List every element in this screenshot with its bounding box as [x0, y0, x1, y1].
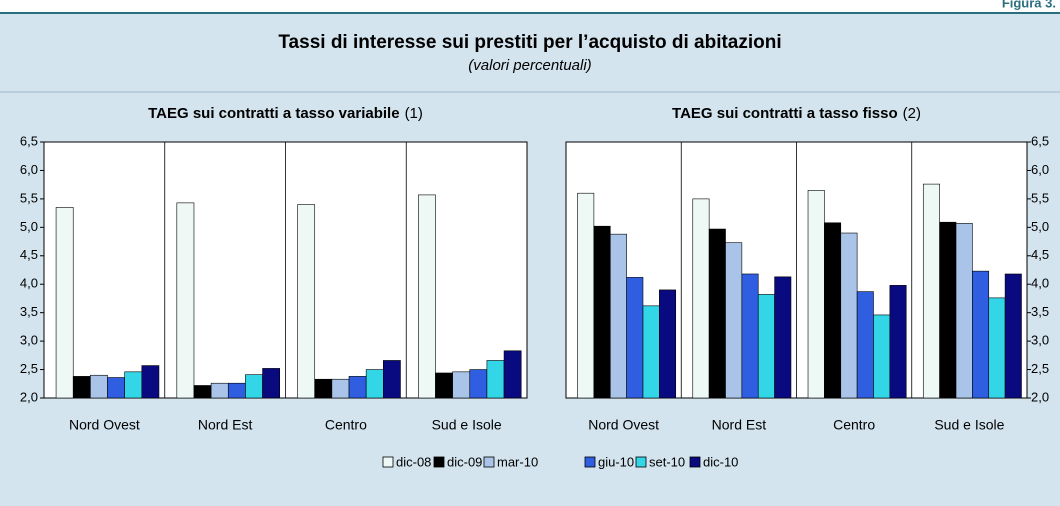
y-tick-label: 6,0 — [20, 162, 38, 177]
bar — [1004, 273, 1022, 399]
bar — [486, 360, 505, 399]
bar — [988, 297, 1006, 399]
bar — [55, 207, 74, 399]
legend-swatch — [483, 456, 495, 468]
legend-swatch — [433, 456, 445, 468]
panel-title: TAEG sui contratti a tasso variabile (1) — [148, 105, 423, 122]
bar — [741, 273, 759, 399]
bar — [873, 314, 891, 399]
bar — [708, 228, 726, 399]
x-tick-label: Nord Est — [712, 417, 767, 433]
y-tick-label: 6,5 — [1031, 133, 1049, 148]
bar — [435, 372, 453, 399]
panel-title: TAEG sui contratti a tasso fisso (2) — [672, 105, 921, 122]
y-tick-label: 3,5 — [1031, 304, 1049, 319]
y-tick-label: 5,0 — [20, 219, 38, 234]
bar — [692, 198, 710, 399]
bar — [593, 225, 611, 399]
y-tick-label: 5,5 — [20, 190, 38, 205]
legend-label: dic-10 — [703, 454, 738, 469]
y-tick-label: 4,5 — [20, 247, 38, 262]
bar — [609, 233, 627, 399]
y-tick-label: 5,5 — [1031, 190, 1049, 205]
legend-label: giu-10 — [598, 454, 634, 469]
y-tick-label: 2,5 — [20, 361, 38, 376]
bar — [314, 378, 333, 399]
bar — [577, 192, 595, 399]
bar — [642, 305, 660, 399]
x-tick-label: Nord Est — [198, 417, 253, 433]
bar — [955, 223, 973, 399]
panel-title-main: TAEG sui contratti a tasso fisso — [672, 105, 898, 122]
bar — [840, 232, 858, 399]
y-tick-label: 6,5 — [20, 133, 38, 148]
bar — [626, 277, 644, 399]
bar — [176, 202, 195, 399]
panel-title-note: (1) — [405, 105, 423, 122]
bar — [972, 270, 990, 399]
bar — [725, 242, 743, 399]
y-tick-label: 4,5 — [1031, 247, 1049, 262]
legend-label: dic-08 — [396, 454, 431, 469]
panel-title-main: TAEG sui contratti a tasso variabile — [148, 105, 399, 122]
bar — [659, 289, 677, 399]
bar — [757, 294, 775, 399]
y-tick-label: 3,5 — [20, 304, 38, 319]
x-tick-label: Centro — [325, 417, 367, 433]
x-tick-label: Centro — [833, 417, 875, 433]
legend-swatch — [382, 456, 394, 468]
bar — [210, 382, 229, 399]
bar — [503, 350, 522, 399]
x-tick-label: Sud e Isole — [934, 417, 1004, 433]
x-tick-label: Nord Ovest — [69, 417, 140, 433]
y-tick-label: 5,0 — [1031, 219, 1049, 234]
bar — [365, 369, 384, 399]
x-tick-label: Sud e Isole — [432, 417, 502, 433]
legend-swatch — [584, 456, 596, 468]
legend-label: dic-09 — [447, 454, 482, 469]
x-tick-label: Nord Ovest — [588, 417, 659, 433]
bar — [245, 374, 263, 399]
bar — [418, 194, 436, 399]
y-tick-label: 4,0 — [20, 276, 38, 291]
y-tick-label: 3,0 — [20, 333, 38, 348]
bar — [141, 365, 160, 399]
bar — [939, 221, 957, 399]
bar — [107, 377, 125, 399]
bar — [297, 204, 316, 399]
bar — [193, 385, 212, 399]
panel-title-note: (2) — [903, 105, 921, 122]
bar — [227, 382, 246, 399]
y-tick-label: 2,5 — [1031, 361, 1049, 376]
bar — [331, 378, 350, 399]
bar — [124, 371, 143, 399]
bar — [348, 376, 367, 399]
legend-swatch — [689, 456, 701, 468]
bar — [452, 371, 471, 399]
y-tick-label: 2,0 — [20, 389, 38, 404]
y-tick-label: 4,0 — [1031, 276, 1049, 291]
bar — [469, 369, 488, 399]
bar — [856, 291, 874, 399]
figure-label: Figura 3. — [1002, 0, 1056, 10]
legend-label: mar-10 — [497, 454, 538, 469]
bar — [922, 183, 940, 399]
main-title: Tassi di interesse sui prestiti per l’ac… — [278, 32, 781, 53]
bar — [90, 374, 108, 399]
legend-label: set-10 — [649, 454, 685, 469]
bar — [262, 368, 281, 399]
bar — [807, 190, 825, 399]
bar — [774, 276, 792, 399]
bar — [383, 360, 401, 399]
bar — [824, 222, 842, 399]
y-tick-label: 3,0 — [1031, 333, 1049, 348]
bar — [72, 376, 91, 399]
y-tick-label: 6,0 — [1031, 162, 1049, 177]
subtitle: (valori percentuali) — [468, 57, 591, 74]
legend-swatch — [635, 456, 647, 468]
y-tick-label: 2,0 — [1031, 389, 1049, 404]
bar — [889, 285, 907, 399]
